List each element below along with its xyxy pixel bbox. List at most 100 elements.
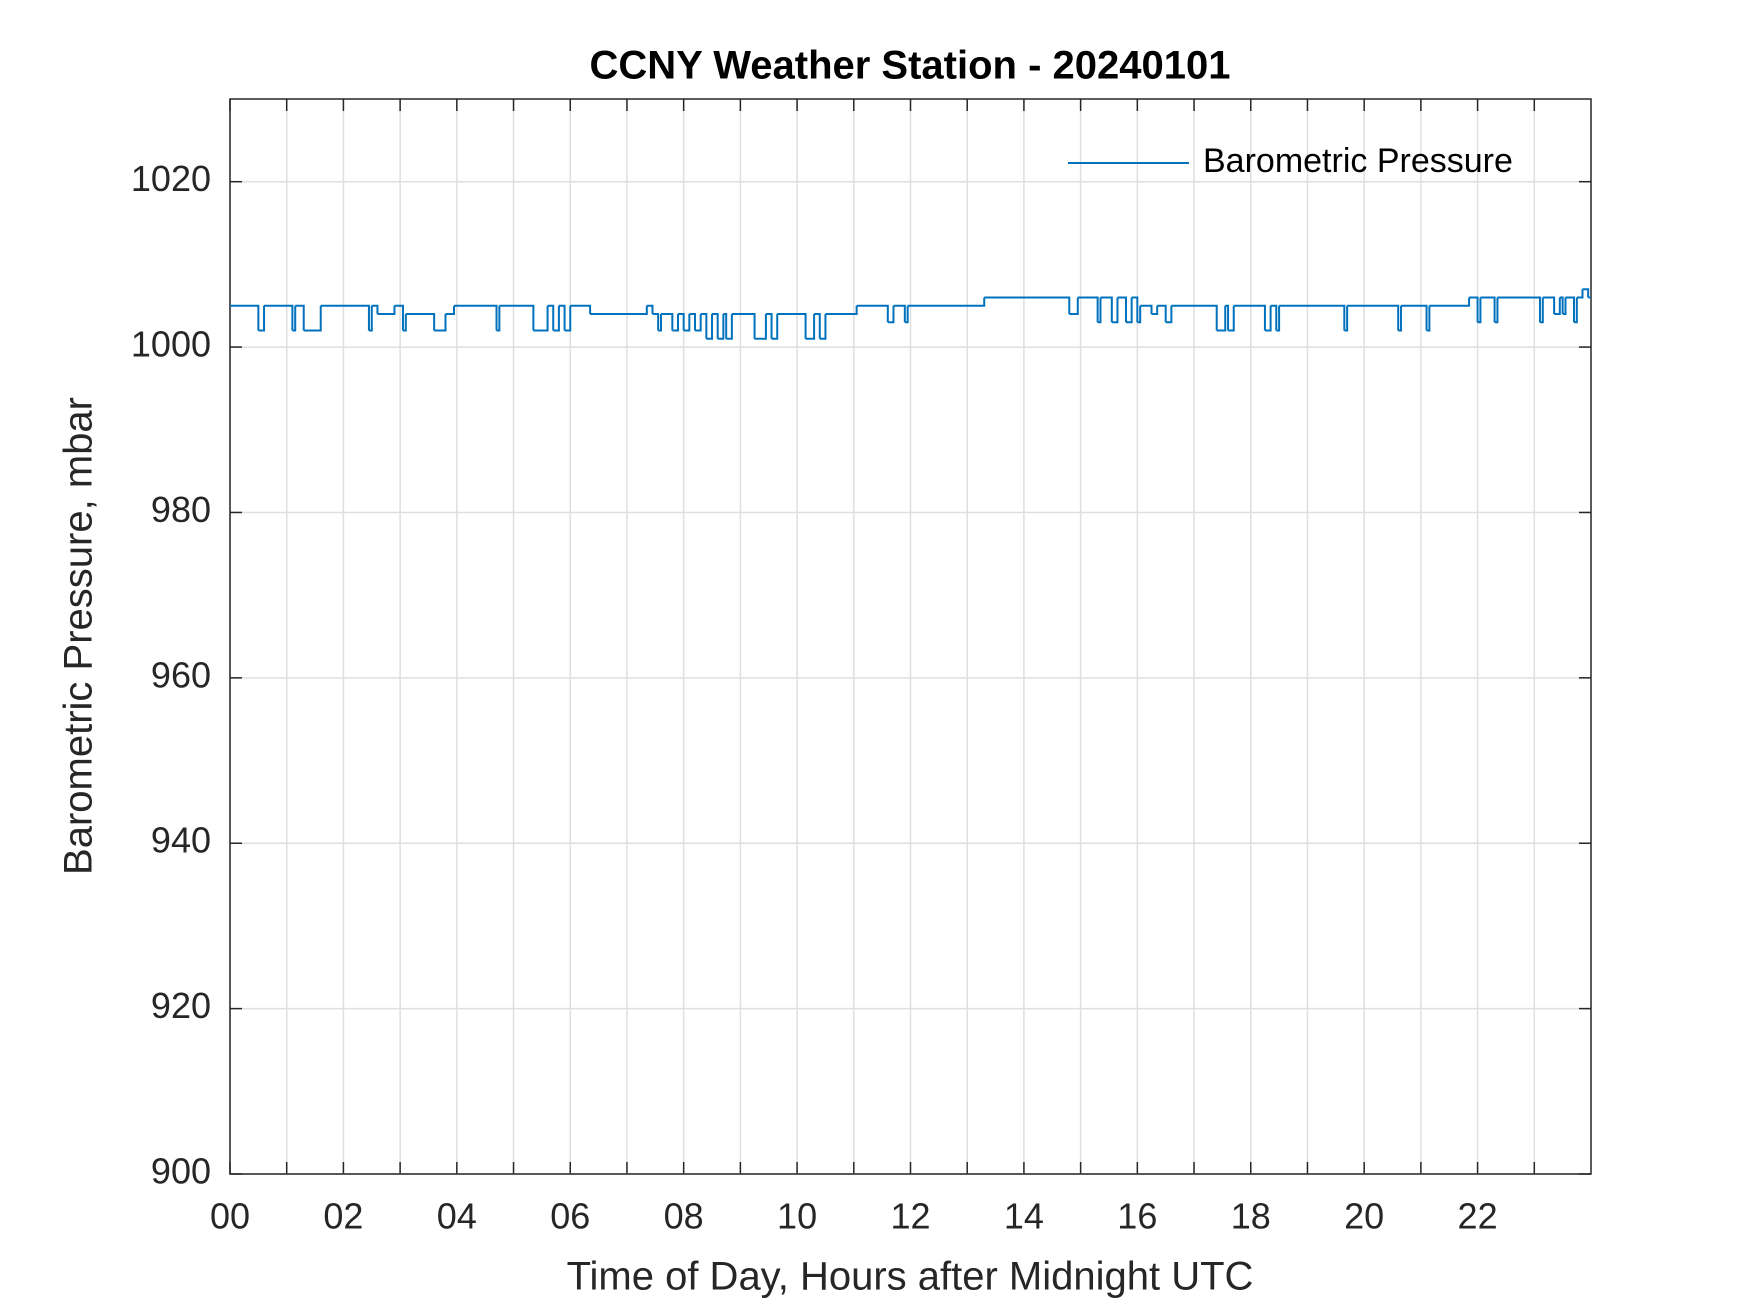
line-segment bbox=[1469, 296, 1479, 323]
line-segment bbox=[706, 314, 714, 340]
line-segment bbox=[683, 314, 691, 332]
line-segment bbox=[547, 304, 555, 331]
line-segment bbox=[405, 313, 436, 331]
line-segment bbox=[652, 313, 660, 331]
line-segment bbox=[717, 314, 725, 340]
line-segment bbox=[1565, 296, 1575, 323]
line-segment bbox=[700, 313, 708, 339]
line-segment bbox=[1582, 288, 1590, 298]
line-segment bbox=[1137, 305, 1142, 324]
line-segment bbox=[754, 314, 767, 340]
x-tick-label: 22 bbox=[1458, 1196, 1498, 1237]
line-segment bbox=[856, 304, 889, 323]
line-segment bbox=[1151, 305, 1159, 315]
line-segment bbox=[1429, 297, 1471, 307]
x-tick-label: 12 bbox=[890, 1196, 930, 1237]
x-tick-label: 10 bbox=[777, 1196, 817, 1237]
line-segment bbox=[646, 304, 654, 314]
line-segment bbox=[1264, 305, 1272, 332]
y-tick-label: 920 bbox=[151, 985, 211, 1026]
line-segment bbox=[1576, 289, 1584, 299]
line-segment bbox=[1216, 305, 1227, 332]
line-segment bbox=[1562, 297, 1567, 315]
line-segment bbox=[1171, 304, 1218, 331]
line-segment bbox=[819, 314, 827, 340]
x-tick-label: 02 bbox=[323, 1196, 363, 1237]
x-tick-label: 16 bbox=[1117, 1196, 1157, 1237]
line-segment bbox=[570, 304, 592, 314]
line-segment bbox=[1276, 305, 1281, 332]
line-segment bbox=[292, 305, 297, 332]
line-segment bbox=[887, 305, 895, 324]
line-segment bbox=[1401, 304, 1428, 331]
line-segment bbox=[689, 313, 697, 331]
line-segment bbox=[558, 304, 566, 331]
y-axis-label: Barometric Pressure, mbar bbox=[57, 397, 101, 875]
line-segment bbox=[553, 305, 560, 332]
chart-title: CCNY Weather Station - 20240101 bbox=[590, 44, 1231, 88]
line-segment bbox=[1270, 304, 1278, 331]
line-segment bbox=[368, 305, 373, 332]
legend-label: Barometric Pressure bbox=[1203, 142, 1513, 180]
line-segment bbox=[1573, 297, 1578, 324]
line-segment bbox=[1097, 297, 1102, 324]
line-segment bbox=[1140, 304, 1153, 314]
y-tick-label: 1000 bbox=[131, 324, 211, 365]
line-segment bbox=[496, 305, 501, 332]
y-tick-label: 980 bbox=[151, 489, 211, 530]
line-segment bbox=[1497, 296, 1541, 323]
line-segment bbox=[726, 314, 733, 340]
line-segment bbox=[814, 313, 821, 339]
line-segment bbox=[533, 305, 549, 332]
line-segment bbox=[1480, 296, 1496, 323]
line-segment bbox=[907, 297, 986, 307]
line-segment bbox=[695, 314, 702, 332]
line-segment bbox=[712, 313, 719, 339]
x-tick-label: 14 bbox=[1004, 1196, 1044, 1237]
line-segment bbox=[893, 304, 906, 323]
x-tick-label: 20 bbox=[1344, 1196, 1384, 1237]
line-segment bbox=[1100, 296, 1113, 323]
line-segment bbox=[672, 314, 679, 332]
y-tick-label: 1020 bbox=[131, 158, 211, 199]
line-segment bbox=[984, 296, 1071, 314]
line-segment bbox=[1494, 297, 1499, 324]
line-segment bbox=[499, 304, 535, 331]
line-segment bbox=[1069, 297, 1079, 315]
line-segment bbox=[394, 304, 404, 331]
line-segment bbox=[825, 305, 858, 315]
y-tick-label: 940 bbox=[151, 820, 211, 861]
line-segment bbox=[1344, 305, 1349, 332]
line-segment bbox=[1279, 304, 1346, 331]
x-tick-label: 06 bbox=[550, 1196, 590, 1237]
line-segment bbox=[731, 313, 756, 339]
line-segment bbox=[1542, 296, 1556, 314]
line-segment bbox=[402, 314, 407, 332]
x-tick-label: 04 bbox=[437, 1196, 477, 1237]
line-segment bbox=[1111, 297, 1119, 324]
line-segment bbox=[453, 304, 498, 331]
line-segment bbox=[1477, 297, 1482, 324]
y-tick-label: 900 bbox=[151, 1151, 211, 1192]
line-segment bbox=[264, 304, 294, 331]
line-segment bbox=[1539, 297, 1544, 324]
y-tick-label: 960 bbox=[151, 654, 211, 695]
x-tick-label: 08 bbox=[664, 1196, 704, 1237]
line-segment bbox=[445, 305, 455, 315]
line-segment bbox=[1157, 304, 1167, 323]
line-segment bbox=[295, 304, 305, 331]
line-segment bbox=[677, 313, 685, 331]
plot-frame bbox=[229, 98, 1592, 1175]
line-segment bbox=[1117, 296, 1127, 323]
line-segment bbox=[1347, 304, 1400, 331]
x-tick-label: 00 bbox=[210, 1196, 250, 1237]
line-segment bbox=[771, 314, 779, 340]
x-axis-label: Time of Day, Hours after Midnight UTC bbox=[567, 1255, 1254, 1299]
x-tick-label: 18 bbox=[1231, 1196, 1271, 1237]
line-segment bbox=[765, 313, 773, 339]
line-segment bbox=[230, 304, 260, 331]
line-segment bbox=[564, 305, 572, 332]
line-segment bbox=[658, 314, 662, 332]
line-segment bbox=[377, 305, 396, 315]
